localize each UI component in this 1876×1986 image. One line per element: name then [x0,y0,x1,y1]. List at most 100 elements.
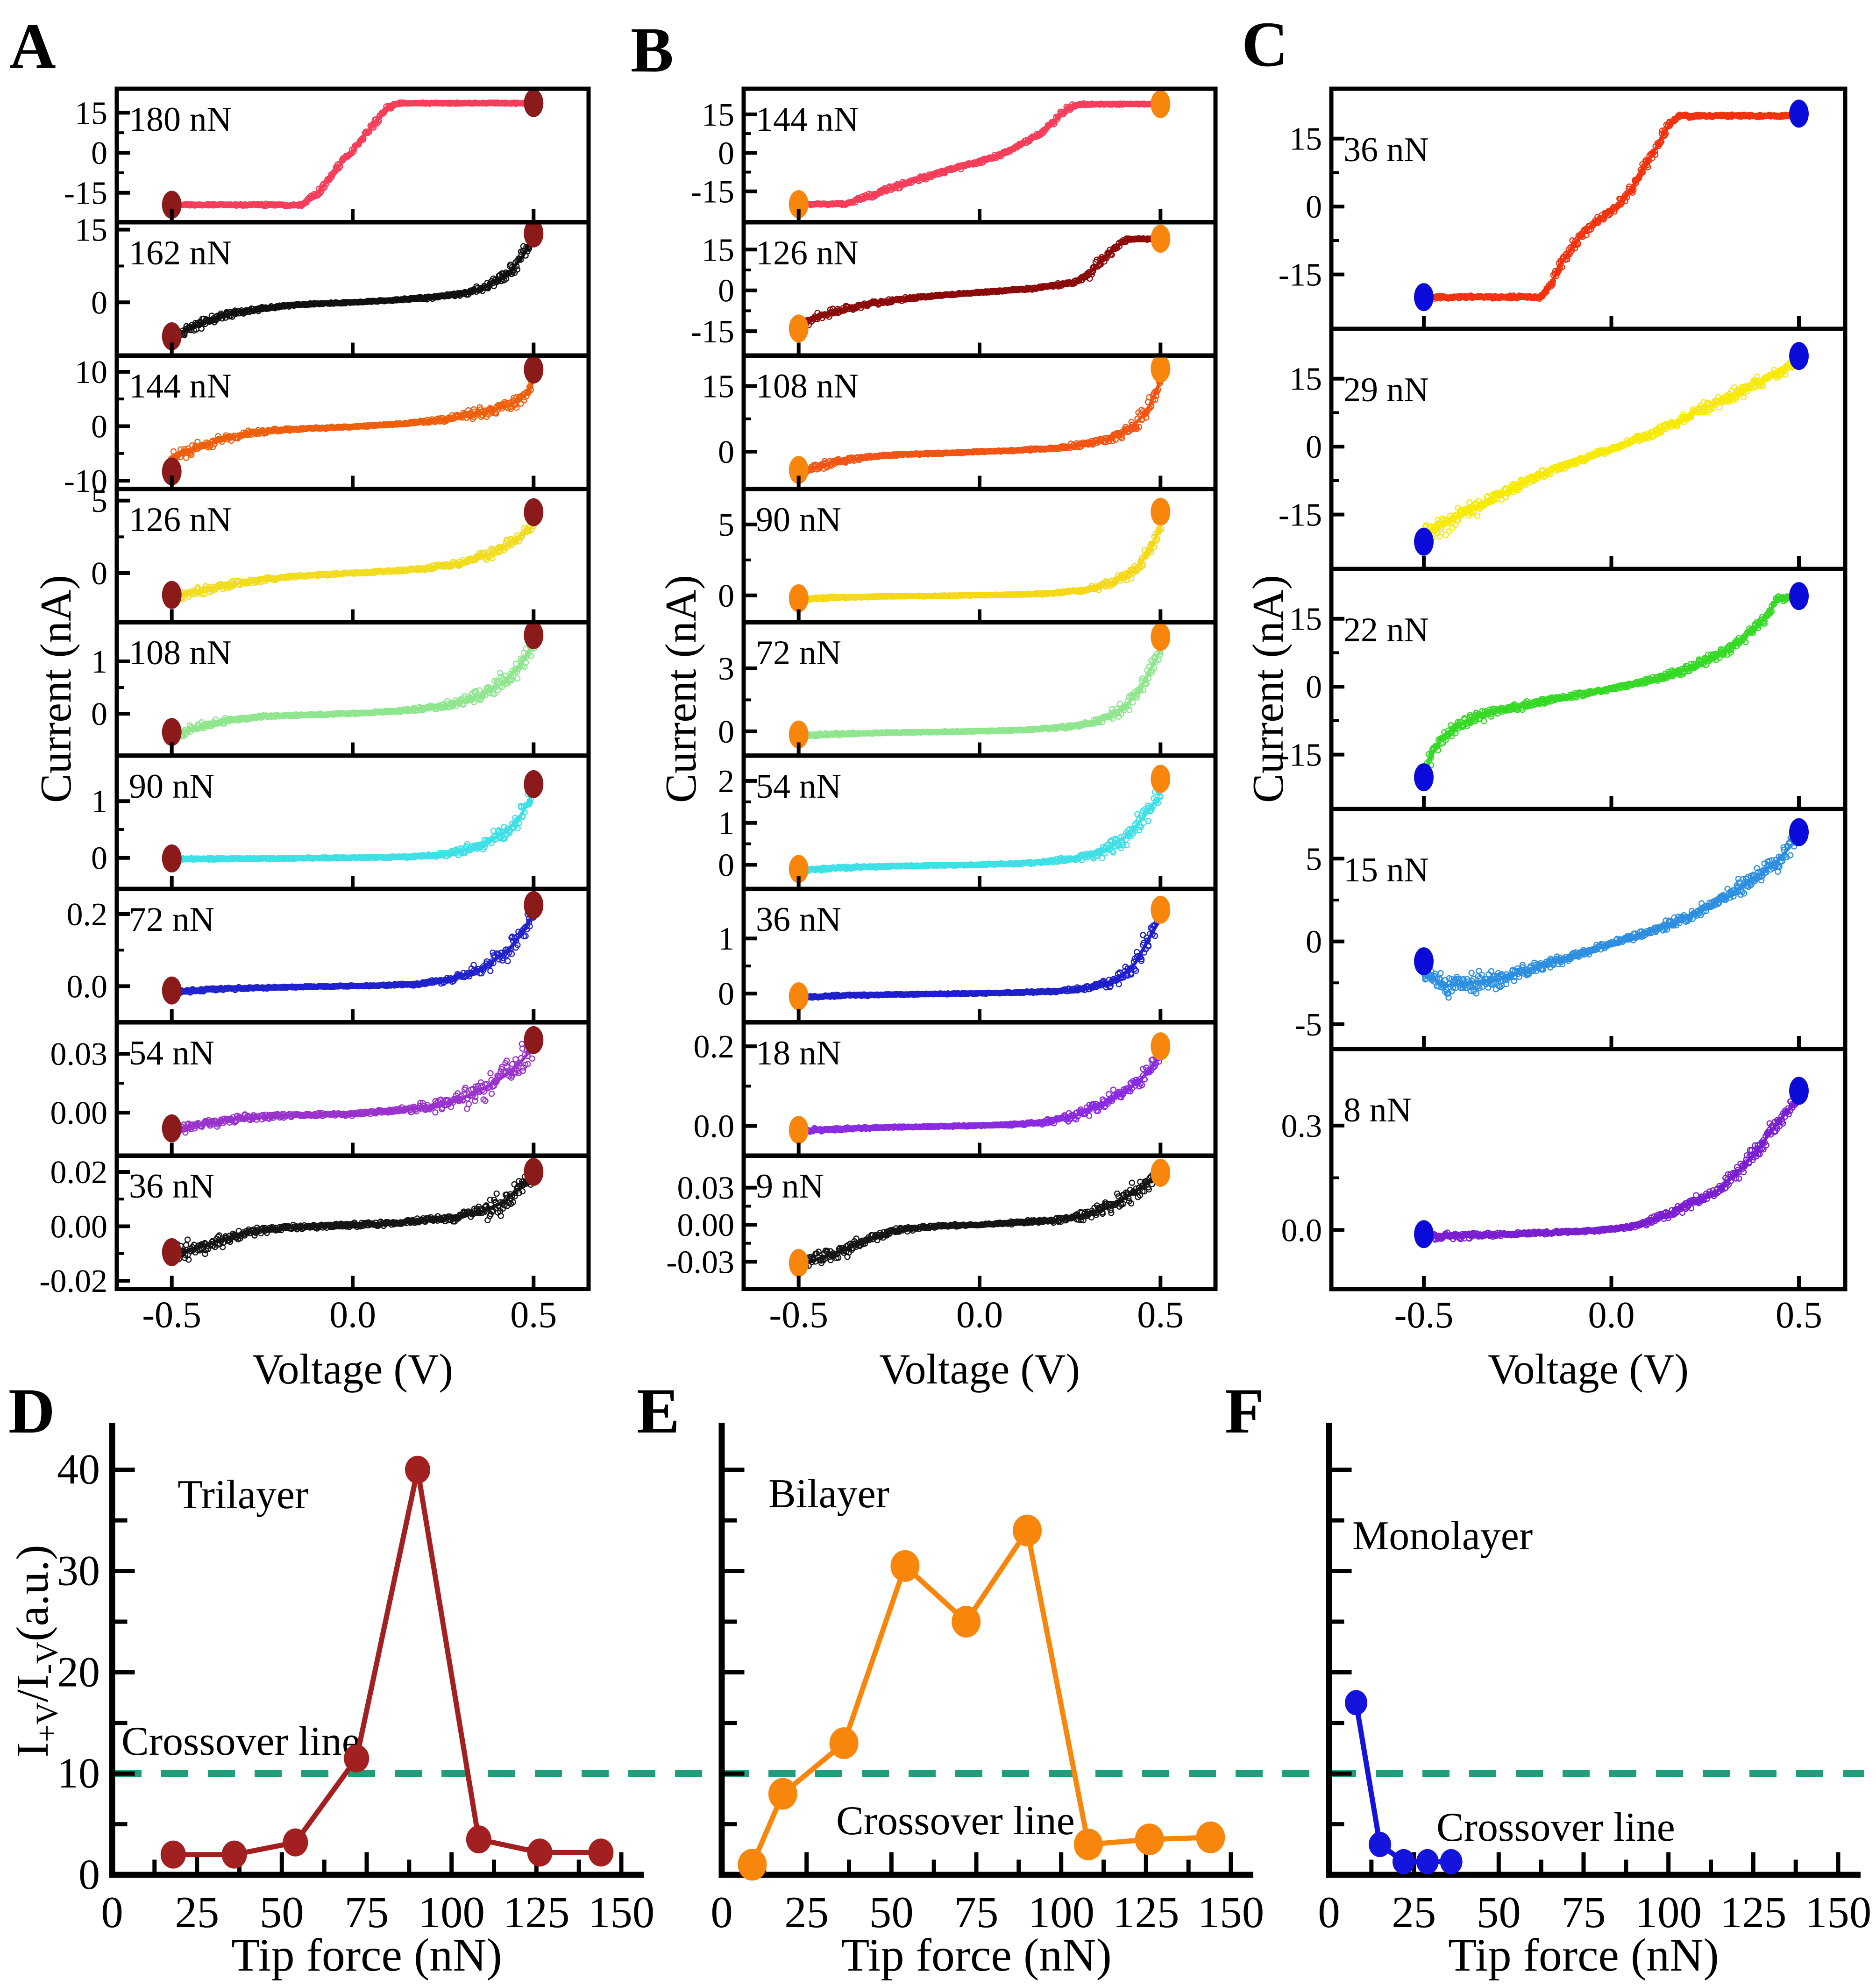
y-tick-label: 0 [91,556,107,592]
y-tick-label: 0 [1306,924,1322,960]
force-label: 108 nN [129,634,232,672]
ratio-x-tick-label: 25 [175,1887,219,1937]
force-label: 18 nN [756,1034,841,1072]
x-tick-label: -0.5 [1394,1295,1454,1336]
ratio-data-point [738,1849,767,1881]
iv-subplot-A-126nN: 5 0 126 nN [91,483,591,624]
y-tick-label: 1 [718,805,734,841]
force-label: 162 nN [129,234,232,272]
y-tick-label: 5 [1306,841,1322,877]
ratio-data-point [221,1840,247,1869]
ratio-x-tick-label: 100 [1635,1887,1702,1937]
force-label: 29 nN [1343,371,1429,409]
curve-start-marker [789,314,809,342]
ratio-x-tick-label: 150 [1805,1887,1872,1937]
curve-end-marker [524,1158,544,1186]
y-tick-label: -15 [691,174,734,210]
force-label: 108 nN [756,367,859,405]
iv-subplot-B-90nN: 5 0 90 nN [718,487,1218,624]
annotation-crossover-e: Crossover line [836,1798,1075,1844]
curve-end-marker [1151,355,1171,383]
iv-subplot-B-18nN: 0.2 0.0 18 nN [694,1020,1218,1158]
force-label: 90 nN [129,767,214,806]
ratio-x-tick-label: 0 [1318,1887,1340,1937]
ratio-data-point [768,1778,797,1810]
force-label: 54 nN [756,767,841,806]
curve-end-marker [524,621,544,650]
y-tick-label: -15 [1279,257,1322,293]
ratio-data-point [1196,1821,1225,1853]
y-tick-label: 0 [1306,429,1322,465]
y-tick-label: 15 [75,212,107,248]
force-label: 72 nN [129,901,214,939]
curve-end-marker [524,891,544,919]
curve-end-marker [1789,582,1809,610]
curve-end-marker [1151,497,1171,526]
ratio-y-tick-label: 10 [57,1749,100,1797]
y-tick-label: 0.00 [677,1207,735,1243]
iv-subplot-B-72nN: 3 0 72 nN [718,620,1218,758]
curve-start-marker [789,720,809,749]
curve-start-marker [789,855,809,883]
annotation-crossover-d: Crossover line [121,1719,360,1764]
y-tick-label: 0 [718,273,734,309]
y-tick-label: 0 [718,578,734,614]
x-axis-title-voltage-b: Voltage (V) [879,1345,1080,1393]
y-tick-label: 0 [91,409,107,445]
curve-start-marker [162,844,182,872]
iv-subplot-C-36nN: 15 0 -15 36 nN [1279,86,1848,331]
curve-start-marker [1414,763,1434,792]
x-axis-title-tipforce-d: Tip force (nN) [231,1929,502,1981]
iv-curve [168,520,537,603]
y-tick-label: 0 [718,135,734,171]
ratio-x-tick-label: 150 [1198,1887,1265,1937]
y-tick-label: 15 [1289,602,1322,638]
ratio-x-tick-label: 0 [711,1887,733,1937]
curve-end-marker [1789,99,1809,128]
y-tick-label: -5 [1295,1007,1322,1043]
ratio-y-tick-label: 40 [57,1446,100,1493]
iv-subplot-A-90nN: 1 0 90 nN [91,753,591,891]
curve-end-marker [1789,1077,1809,1105]
y-tick-label: 1 [91,784,107,820]
iv-curve [796,644,1164,741]
curve-end-marker [524,89,544,117]
iv-subplot-A-54nN: 0.03 0.00 54 nN [50,1020,591,1158]
ratio-y-tick-label: 30 [57,1547,100,1595]
annotation-crossover-f: Crossover line [1436,1805,1675,1850]
ratio-x-tick-label: 25 [1392,1887,1436,1937]
iv-curve [796,903,1164,1001]
curve-start-marker [789,584,809,612]
curve-start-marker [162,1238,182,1267]
iv-subplot-B-108nN: 15 0 108 nN [702,353,1218,491]
x-axis-title-voltage-c: Voltage (V) [1487,1345,1689,1393]
curve-end-marker [1151,896,1171,924]
y-tick-label: -15 [64,176,107,212]
curve-end-marker [524,355,544,384]
y-tick-label: 0 [1306,669,1322,705]
ratio-data-point [466,1825,491,1854]
force-label: 126 nN [129,501,232,539]
crossover-dashed-line [114,1770,1864,1777]
y-tick-label: 5 [91,483,107,519]
y-tick-label: 0 [1306,189,1322,225]
ratio-data-point [344,1744,370,1773]
y-tick-label: 0 [91,696,107,732]
y-tick-label: 0 [91,285,107,321]
curve-end-marker [524,770,544,798]
ratio-data-point [1440,1849,1463,1874]
curve-start-marker [1414,1220,1434,1248]
iv-subplot-B-126nN: 15 0 -15 126 nN [691,220,1218,358]
panel-letter-a: A [9,10,56,82]
curve-start-marker [162,322,182,350]
annotation-trilayer: Trilayer [178,1472,309,1518]
force-label: 144 nN [129,367,232,405]
y-tick-label: 0.2 [694,1029,735,1065]
ratio-x-tick-label: 125 [1113,1887,1180,1937]
iv-curve [795,1048,1163,1135]
x-axis-title-tipforce-f: Tip force (nN) [1448,1929,1719,1981]
y-tick-label: 0 [718,434,734,470]
iv-subplot-A-162nN: 15 0 162 nN [75,212,591,358]
ratio-data-point [952,1606,981,1638]
iv-curve [1421,593,1802,780]
